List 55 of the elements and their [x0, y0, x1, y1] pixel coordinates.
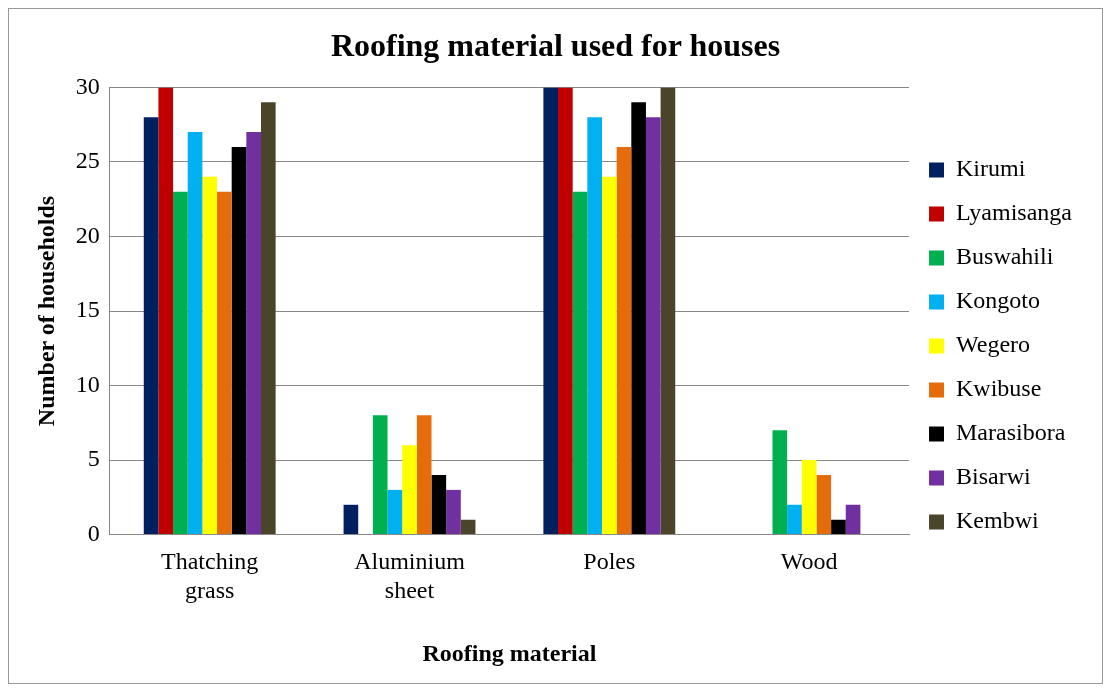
bar	[387, 489, 403, 535]
bar	[231, 147, 247, 535]
bar	[431, 474, 447, 535]
legend-label: Wegero	[956, 331, 1031, 358]
bar	[217, 191, 232, 535]
x-axis-title: Roofing material	[422, 639, 597, 666]
legend-label: Kirumi	[956, 155, 1026, 182]
legend-label: Bisarwi	[956, 463, 1032, 490]
y-tick-label: 20	[75, 221, 100, 248]
bar	[816, 474, 832, 535]
bar	[173, 191, 188, 535]
legend-label: Kwibuse	[956, 375, 1042, 402]
bar	[660, 87, 676, 535]
bar	[343, 504, 359, 535]
bar	[845, 504, 861, 535]
bar	[446, 489, 461, 535]
legend-label: Kongoto	[956, 287, 1041, 314]
bar	[801, 460, 817, 535]
bar	[460, 519, 476, 535]
bar	[772, 430, 788, 535]
legend-label: Kembwi	[956, 507, 1040, 534]
bar	[601, 176, 617, 535]
x-tick-label: Aluminium sheet	[354, 548, 466, 604]
bar	[158, 87, 174, 535]
y-tick-label: 15	[75, 296, 100, 323]
bar	[558, 87, 573, 535]
x-tick-label: Thatching grass	[161, 548, 259, 604]
y-tick-label: 25	[75, 147, 100, 174]
bar	[372, 415, 388, 535]
bar	[202, 176, 218, 535]
legend-label: Buswahili	[956, 243, 1054, 270]
y-axis-title: Number of households	[32, 195, 59, 427]
bar	[402, 445, 417, 535]
bar	[831, 519, 846, 535]
y-tick-label: 10	[75, 370, 100, 397]
bar	[645, 117, 661, 535]
x-tick-label: Poles	[583, 548, 636, 575]
bar	[143, 117, 159, 535]
bar	[631, 102, 646, 535]
bar	[187, 132, 203, 535]
legend-label: Lyamisanga	[956, 199, 1073, 226]
y-tick-label: 5	[87, 445, 100, 472]
bar	[416, 415, 432, 535]
y-tick-label: 0	[87, 519, 100, 546]
chart-title: Roofing material used for houses	[330, 27, 781, 64]
bar	[543, 87, 559, 535]
bar	[246, 132, 261, 535]
bar	[587, 117, 602, 535]
legend-label: Marasibora	[956, 419, 1066, 446]
bar	[572, 191, 588, 535]
x-tick-label: Wood	[780, 548, 838, 575]
bar	[260, 102, 276, 535]
y-tick-label: 30	[75, 72, 100, 99]
bar	[616, 147, 632, 535]
bar	[787, 504, 802, 535]
